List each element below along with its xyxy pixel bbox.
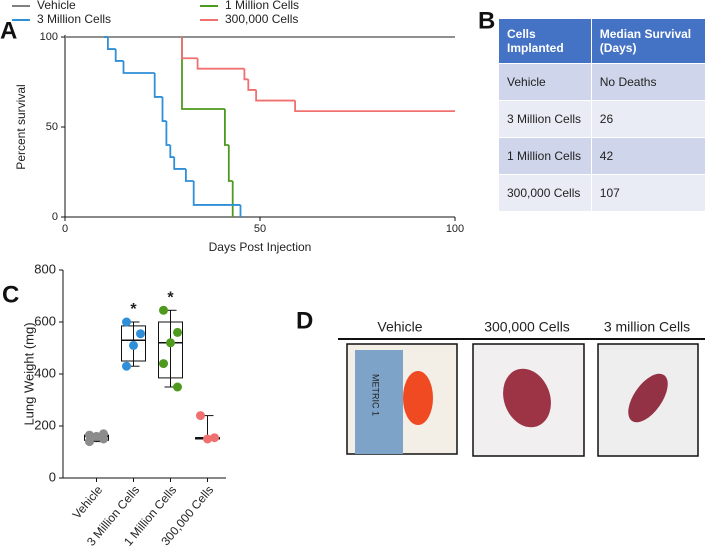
survival-step — [153, 73, 163, 98]
survival-step — [196, 58, 245, 70]
panel-letter: A — [0, 17, 17, 44]
y-tick-label: 50 — [46, 121, 58, 133]
data-point — [122, 317, 131, 327]
table-header: Median Survival (Days) — [590, 18, 707, 64]
x-tick-label: 100 — [446, 223, 464, 235]
survival-step — [181, 37, 225, 110]
survival-step — [114, 49, 124, 62]
photo-label: Vehicle — [377, 319, 422, 335]
data-point — [136, 329, 145, 339]
survival-table: Cells Implanted Median Survival (Days) V… — [498, 18, 707, 212]
y-tick-label: 200 — [34, 417, 56, 432]
table-cell: Vehicle — [498, 63, 592, 101]
table-row: Vehicle No Deaths — [498, 63, 707, 101]
y-tick-label: 400 — [34, 365, 56, 380]
table-cell: 26 — [590, 100, 707, 138]
ruler — [355, 350, 403, 454]
table-cell: 1 Million Cells — [498, 137, 592, 175]
x-tick-label: 0 — [62, 223, 68, 235]
survival-step — [243, 68, 249, 81]
data-point — [159, 359, 168, 369]
survival-step — [122, 60, 155, 74]
survival-step — [169, 145, 175, 158]
significance: * — [167, 290, 174, 307]
y-tick-label: 0 — [52, 211, 58, 223]
panel-letter: B — [478, 7, 495, 34]
y-tick-label: 100 — [40, 31, 58, 43]
legend-label: 3 Million Cells — [37, 12, 111, 26]
lung — [403, 371, 433, 425]
table-cell: 107 — [590, 174, 707, 212]
legend-label: 1 Million Cells — [225, 0, 299, 12]
table-row: 1 Million Cells 42 — [498, 137, 707, 175]
data-point — [85, 437, 94, 447]
table-header: Cells Implanted — [498, 18, 592, 64]
survival-step — [192, 181, 241, 206]
lung — [628, 373, 668, 423]
photos: Vehicle 300,000 Cells 3 million Cells ME… — [338, 319, 705, 457]
table-cell: 3 Million Cells — [498, 100, 592, 138]
data-point — [122, 361, 131, 371]
data-point — [173, 382, 182, 392]
survival-step — [181, 37, 198, 60]
y-tick-label: 0 — [49, 469, 56, 484]
survival-step — [227, 145, 233, 182]
survival-step — [173, 157, 186, 170]
ruler-label: METRIC 1 — [371, 374, 381, 416]
survival-step — [294, 100, 455, 113]
data-point — [173, 327, 182, 337]
data-point — [92, 431, 101, 441]
y-tick-label: 800 — [34, 261, 56, 276]
table-cell: 300,000 Cells — [498, 174, 592, 212]
legend-label: 300,000 Cells — [225, 12, 298, 26]
survival-step — [161, 96, 167, 122]
survival-step — [255, 89, 296, 102]
survival-step — [247, 79, 257, 91]
photo-label: 3 million Cells — [604, 319, 690, 335]
data-point — [99, 429, 108, 439]
data-point — [166, 338, 175, 348]
survival-step — [185, 168, 194, 182]
photo-label: 300,000 Cells — [484, 319, 570, 335]
table-row: 3 Million Cells 26 — [498, 100, 707, 138]
box — [158, 321, 183, 379]
data-point — [196, 411, 205, 421]
data-point — [203, 434, 212, 444]
significance: * — [130, 301, 137, 318]
x-axis-label: Days Post Injection — [209, 240, 312, 254]
y-axis-label: Lung Weight (mg) — [21, 322, 36, 425]
lung — [503, 368, 551, 428]
panel-letter: D — [296, 307, 313, 334]
x-tick-label: 50 — [254, 223, 266, 235]
table-cell: No Deaths — [590, 63, 707, 101]
legend-label: Vehicle — [37, 0, 76, 12]
y-tick-label: 600 — [34, 313, 56, 328]
x-tick-label: Vehicle — [70, 483, 106, 522]
table-row: 300,000 Cells 107 — [498, 174, 707, 212]
survival-step — [107, 37, 116, 50]
table-cell: 42 — [590, 137, 707, 175]
survival-step — [224, 109, 229, 146]
y-axis-label: Percent survival — [14, 84, 28, 169]
panel-letter: C — [2, 281, 19, 308]
survival-step — [165, 121, 171, 146]
data-point — [159, 305, 168, 315]
box — [121, 325, 146, 362]
data-point — [210, 433, 219, 443]
data-point — [129, 340, 138, 350]
data-point — [85, 430, 94, 440]
